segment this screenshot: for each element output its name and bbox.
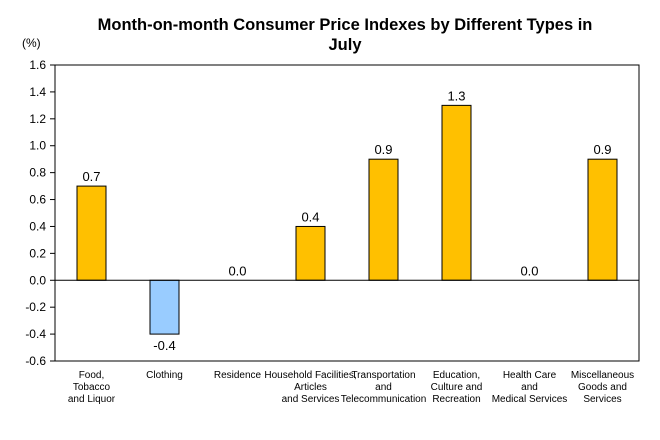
bar	[368, 158, 399, 281]
value-labels-group: 0.7 -0.4 0.0 0.4 0.9 1.3 0.0 0.9	[82, 88, 611, 353]
category-label: Transportation	[351, 370, 415, 381]
category-label: Telecommunication	[341, 394, 427, 405]
category-label: Articles	[294, 382, 327, 393]
y-tick-label: 0.4	[29, 219, 46, 233]
category-label: Miscellaneous	[571, 370, 634, 381]
chart-title-line-1: Month-on-month Consumer Price Indexes by…	[98, 16, 593, 34]
y-tick-label: -0.6	[25, 354, 46, 368]
bar-value-label: -0.4	[153, 338, 175, 353]
y-tick-label: -0.4	[25, 327, 46, 341]
y-tick-label: 1.6	[29, 58, 46, 72]
category-label: Recreation	[432, 394, 480, 405]
bar-value-label: 0.7	[82, 169, 100, 184]
bar	[149, 279, 180, 335]
y-tick-label: 1.4	[29, 85, 46, 99]
category-label: Education,	[433, 370, 480, 381]
y-tick-label: 0.8	[29, 166, 46, 180]
bar	[295, 225, 326, 281]
y-tick-label: 0.6	[29, 193, 46, 207]
category-label: and	[521, 382, 538, 393]
y-tick-label: 1.0	[29, 139, 46, 153]
y-tick-label: 0.0	[29, 273, 46, 287]
category-label: Household Facilities,	[264, 370, 356, 381]
category-label: Culture and	[431, 382, 483, 393]
bar	[587, 158, 618, 281]
category-label: Clothing	[146, 370, 183, 381]
category-label: Medical Services	[492, 394, 568, 405]
bar-value-label: 0.4	[301, 209, 319, 224]
category-label: Food,	[79, 370, 105, 381]
bar-value-label: 0.9	[593, 142, 611, 157]
y-axis-unit-label: (%)	[22, 36, 41, 50]
y-tick-label: -0.2	[25, 300, 46, 314]
bar	[441, 104, 472, 281]
bar-value-label: 0.9	[374, 142, 392, 157]
category-label: and	[375, 382, 392, 393]
category-label: Goods and	[578, 382, 627, 393]
category-label: Services	[583, 394, 621, 405]
y-tick-label: 0.2	[29, 246, 46, 260]
bar	[76, 185, 107, 281]
category-label: Health Care	[503, 370, 557, 381]
bar-value-label: 0.0	[520, 263, 538, 278]
category-label: and Liquor	[68, 394, 116, 405]
plot-area-frame	[54, 64, 640, 362]
chart-title-line-2: July	[328, 36, 362, 54]
bars-group	[76, 104, 618, 335]
y-axis-ticks: 1.6 1.4 1.2 1.0 0.8 0.6 0.4 0.2 0.0 -0.2 -0.4 -0.6	[25, 58, 55, 368]
bar-value-label: 0.0	[228, 263, 246, 278]
category-label: and Services	[282, 394, 340, 405]
y-tick-label: 1.2	[29, 112, 46, 126]
category-label: Residence	[214, 370, 262, 381]
bar-value-label: 1.3	[447, 88, 465, 103]
category-label: Tobacco	[73, 382, 111, 393]
